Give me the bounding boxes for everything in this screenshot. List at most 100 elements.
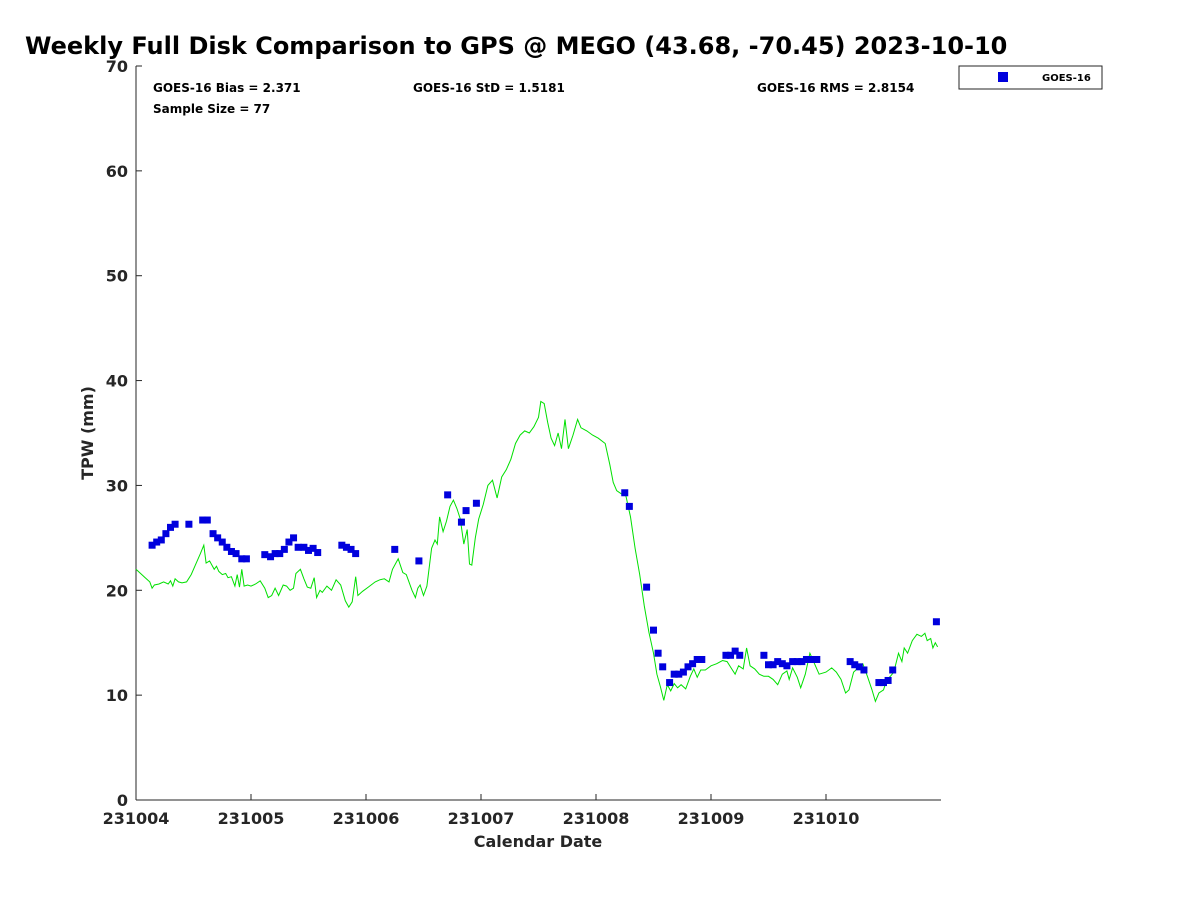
goes16-marker [338,541,346,549]
goes16-marker [793,658,801,666]
goes16-marker [294,543,302,551]
goes16-marker [300,543,308,551]
x-ticks: 231004 231005 231006 231007 231008 231009 2310… [103,794,860,828]
goes16-marker [342,543,350,551]
goes16-marker [760,651,768,659]
goes16-marker [309,544,317,552]
goes16-marker [457,518,465,526]
goes16-marker [238,555,246,563]
rms-stat: GOES-16 RMS = 2.8154 [757,81,914,95]
y-tick-label: 60 [106,162,128,181]
std-stat: GOES-16 StD = 1.5181 [413,81,565,95]
goes16-marker [621,489,629,497]
goes16-marker [875,679,883,687]
goes16-marker [148,541,156,549]
goes16-marker [778,660,786,668]
goes16-marker [472,499,480,507]
goes16-marker [271,550,279,558]
goes16-marker [684,663,692,671]
x-tick-label: 231009 [678,809,745,828]
goes16-marker [813,655,821,663]
y-ticks: 0 10 20 30 40 50 60 70 [106,57,142,810]
goes16-marker [736,651,744,659]
goes16-marker [232,550,240,558]
goes16-marker [153,538,161,546]
goes16-marker [185,520,193,528]
goes16-marker [889,666,897,674]
goes16-marker [698,655,706,663]
goes16-marker [625,502,633,510]
goes16-marker [157,536,165,544]
goes16-marker [391,545,399,553]
goes16-marker [693,655,701,663]
goes16-marker [884,676,892,684]
x-axis-label: Calendar Date [474,832,603,851]
goes16-marker [444,491,452,499]
goes16-marker [347,545,355,553]
goes16-marker [783,662,791,670]
goes16-marker [689,660,697,668]
y-tick-label: 10 [106,686,128,705]
goes16-marker [415,557,423,565]
goes16-marker [290,534,298,542]
goes16-marker [789,658,797,666]
chart-title: Weekly Full Disk Comparison to GPS @ MEG… [25,32,1007,60]
goes16-marker [722,651,730,659]
goes16-marker [860,666,868,674]
y-tick-label: 20 [106,581,128,600]
goes16-marker [731,647,739,655]
x-tick-label: 231010 [793,809,860,828]
goes16-marker [199,516,207,524]
goes16-marker [846,658,854,666]
y-tick-label: 50 [106,267,128,286]
bias-stat: GOES-16 Bias = 2.371 [153,81,301,95]
goes16-marker [727,651,735,659]
goes16-marker [214,534,222,542]
goes16-marker [650,626,657,634]
plot-area [136,66,941,800]
goes16-marker [798,658,806,666]
goes16-marker [261,551,269,559]
y-tick-label: 0 [117,791,128,810]
goes16-marker [352,550,360,558]
goes16-marker [462,507,470,515]
goes16-marker [267,553,275,561]
goes16-marker [203,516,211,524]
legend: GOES-16 [958,65,1103,90]
goes16-marker [670,670,678,678]
sample-size-stat: Sample Size = 77 [153,102,270,116]
goes16-marker [765,661,772,669]
goes16-marker [880,679,887,687]
goes16-marker [276,550,284,558]
goes16-marker [769,661,777,669]
x-tick-label: 231007 [448,809,515,828]
goes16-marker [209,530,217,538]
goes16-marker [666,679,674,687]
legend-marker [998,72,1008,82]
goes16-marker [855,663,863,671]
goes16-marker [227,547,235,555]
x-tick-label: 231005 [218,809,285,828]
y-tick-label: 40 [106,372,128,391]
goes16-marker [643,583,651,591]
x-tick-label: 231008 [563,809,630,828]
goes16-marker [280,545,288,553]
goes16-marker [659,663,667,671]
series-layer [135,400,940,703]
x-tick-label: 231004 [103,809,170,828]
goes16-marker [314,549,322,557]
goes16-marker [675,670,683,678]
goes16-marker [242,555,250,563]
goes16-marker [162,530,170,538]
goes16-marker [167,523,174,531]
goes16-marker [679,668,687,676]
goes16-marker [807,655,815,663]
y-tick-label: 30 [106,476,128,495]
goes16-marker [171,520,179,528]
goes16-marker [851,661,859,669]
goes16-marker [223,543,231,551]
y-tick-label: 70 [106,57,128,76]
gps-series-line [135,400,939,703]
x-tick-label: 231006 [333,809,400,828]
